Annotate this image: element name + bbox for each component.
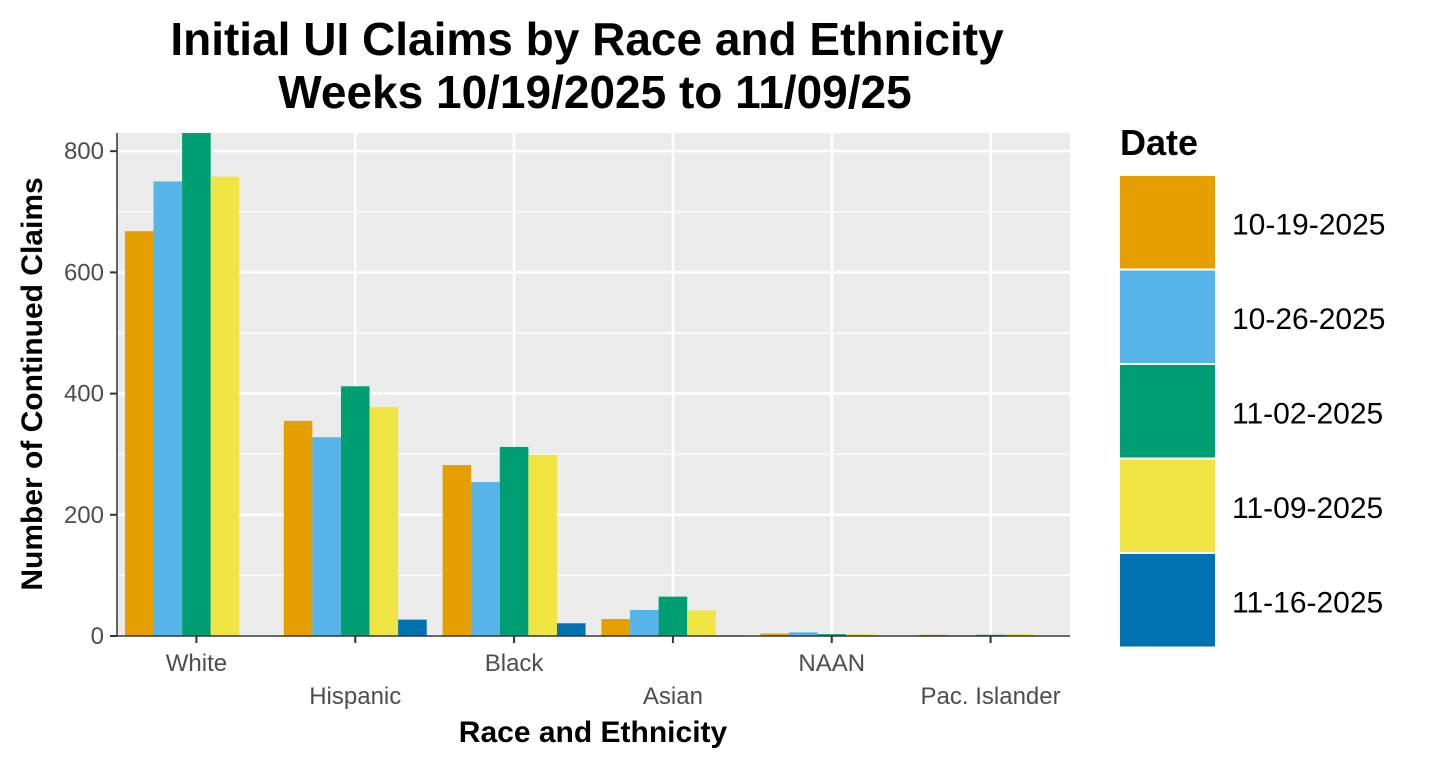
bar	[1004, 634, 1034, 636]
bar	[846, 634, 875, 636]
bar	[601, 619, 631, 636]
legend-key	[1120, 176, 1215, 269]
bar	[471, 482, 500, 636]
legend-label: 11-16-2025	[1232, 586, 1383, 619]
bars	[124, 133, 1034, 636]
x-tick-label: NAAN	[798, 650, 865, 677]
plot-panel	[117, 133, 1070, 636]
bar	[658, 596, 688, 636]
y-tick-label: 400	[64, 381, 104, 408]
legend-key	[1120, 365, 1215, 458]
x-tick-label: Black	[485, 650, 545, 677]
legend-key	[1120, 270, 1215, 363]
legend-label: 11-02-2025	[1232, 397, 1383, 430]
bar	[312, 437, 341, 636]
x-tick-label: Asian	[643, 683, 703, 710]
axes: 0 200 400 600 800 White Hispanic Black Asian NAAN…	[64, 133, 1070, 710]
y-tick-label: 0	[91, 623, 104, 650]
y-tick-label: 200	[64, 502, 104, 529]
bar	[687, 610, 716, 636]
bar	[442, 465, 472, 636]
y-axis-title: Number of Continued Claims	[16, 177, 49, 590]
legend-label: 10-19-2025	[1232, 208, 1385, 241]
bar	[630, 609, 659, 636]
legend-title: Date	[1120, 122, 1198, 163]
chart-title-line-2: Weeks 10/19/2025 to 11/09/25	[278, 66, 911, 118]
bar	[788, 632, 818, 636]
bar	[369, 406, 399, 636]
bar	[153, 181, 183, 636]
bar	[398, 619, 427, 636]
legend: Date 10-19-2025 10-26-2025 11-02-2025 11-09…	[1120, 122, 1385, 647]
legend-key	[1120, 459, 1215, 552]
bar	[124, 231, 154, 636]
legend-key	[1120, 554, 1215, 647]
grid-minor	[117, 211, 1070, 576]
legend-label: 10-26-2025	[1232, 303, 1385, 336]
bar	[817, 634, 847, 636]
y-tick-label: 600	[64, 259, 104, 286]
bar	[528, 454, 557, 636]
y-tick-label: 800	[64, 138, 104, 165]
bar	[283, 420, 313, 636]
bar	[340, 386, 370, 636]
x-tick-label: Hispanic	[309, 683, 401, 710]
chart-title-line-1: Initial UI Claims by Race and Ethnicity	[170, 13, 1004, 65]
bar	[499, 446, 529, 636]
x-tick-label: Pac. Islander	[921, 683, 1061, 710]
bar	[210, 176, 240, 636]
x-tick-label: White	[166, 650, 227, 677]
bar	[556, 623, 586, 636]
legend-label: 11-09-2025	[1232, 492, 1383, 525]
bar	[760, 633, 789, 636]
bar	[182, 133, 211, 636]
x-axis-title: Race and Ethnicity	[459, 716, 728, 749]
